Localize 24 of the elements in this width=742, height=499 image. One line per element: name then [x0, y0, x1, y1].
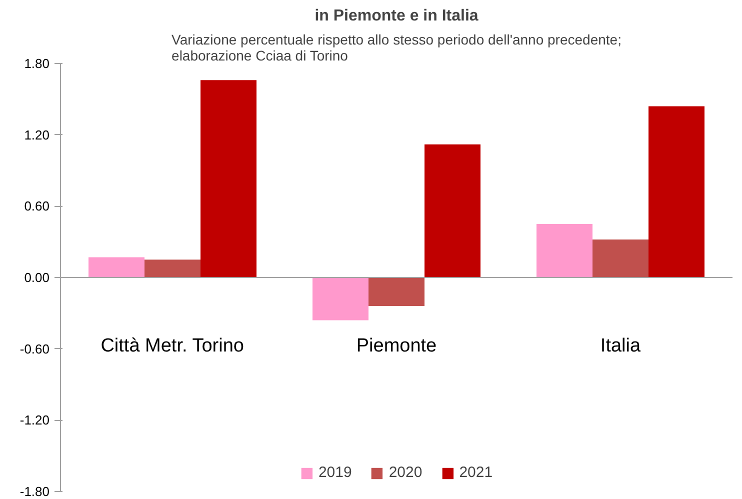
legend-label: 2019 — [318, 464, 352, 481]
legend-label: 2021 — [459, 464, 493, 481]
bar — [368, 278, 424, 306]
bar — [424, 144, 480, 278]
x-tick-label: Italia — [600, 336, 641, 356]
bar — [592, 239, 648, 278]
y-tick-label: 0.00 — [24, 270, 50, 285]
y-tick-label: -0.60 — [20, 341, 50, 356]
y-tick-label: 1.20 — [24, 127, 50, 142]
bar — [536, 224, 592, 278]
y-tick-label: -1.80 — [20, 484, 50, 499]
legend-label: 2020 — [388, 464, 422, 481]
y-tick-label: 0.60 — [24, 198, 50, 214]
x-tick-label: Città Metr. Torino — [100, 336, 244, 356]
y-tick-label: 1.80 — [24, 56, 50, 71]
bar — [200, 80, 256, 278]
bar — [312, 278, 368, 320]
bar — [648, 106, 704, 278]
bar — [144, 260, 200, 278]
bar — [88, 257, 144, 278]
chart-title: in Piemonte e in Italia — [314, 8, 478, 24]
chart-subtitle: Variazione percentuale rispetto allo stesso periodo dell'anno precedente; elaborazione Cciaa di Torino — [172, 32, 622, 64]
x-tick-label: Piemonte — [356, 336, 437, 356]
y-tick-label: -1.20 — [20, 412, 50, 428]
